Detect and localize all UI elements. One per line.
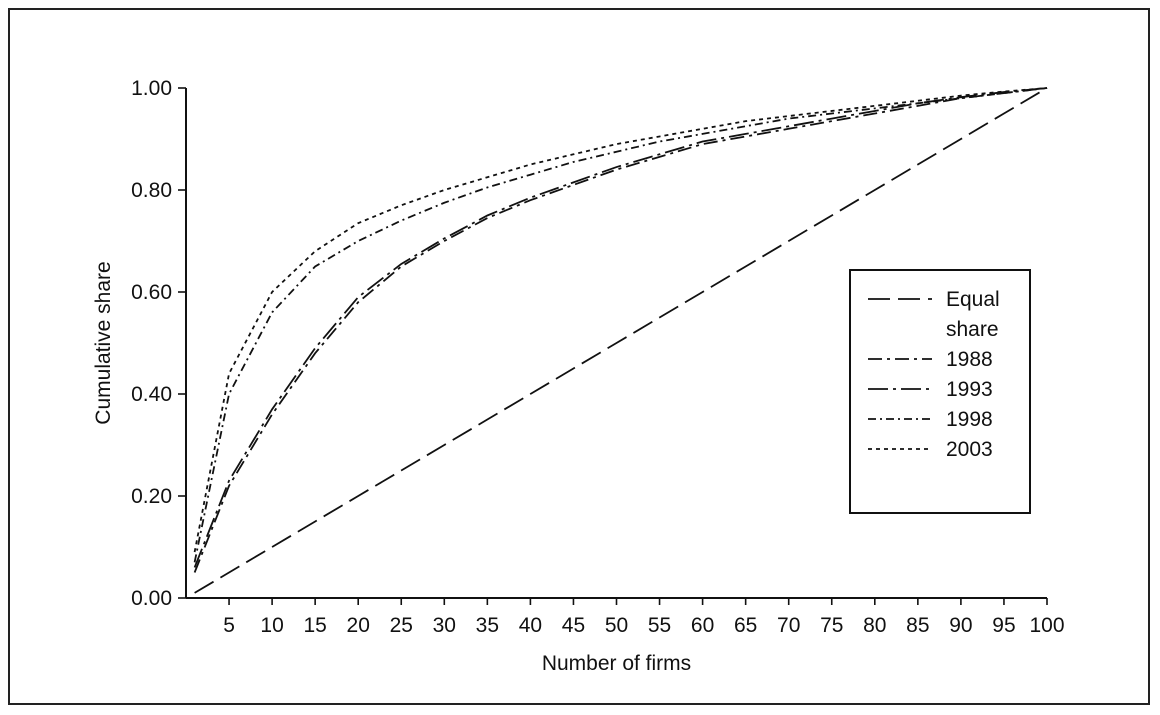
y-tick-label: 0.80 (131, 179, 172, 202)
x-tick-label: 85 (906, 614, 929, 637)
x-tick-label: 90 (949, 614, 972, 637)
legend-label-1988: 1988 (946, 348, 993, 371)
x-axis-title: Number of firms (542, 652, 691, 675)
x-tick-label: 100 (1029, 614, 1064, 637)
x-tick-label: 30 (433, 614, 456, 637)
x-tick-label: 70 (777, 614, 800, 637)
x-tick-label: 15 (303, 614, 326, 637)
series-lines (193, 87, 1048, 594)
x-tick-label: 65 (734, 614, 757, 637)
y-ticks: 0.00 0.20 0.40 0.60 0.80 1.00 (131, 77, 186, 610)
x-tick-label: 75 (820, 614, 843, 637)
x-ticks: 5 10 15 20 25 30 35 40 45 50 55 60 65 70 75 80 85 90 95 100 (223, 598, 1065, 637)
y-tick-label: 0.00 (131, 587, 172, 610)
y-tick-label: 0.40 (131, 383, 172, 406)
x-tick-label: 5 (223, 614, 235, 637)
legend: Equal share 1988 1993 1998 2003 (849, 269, 1031, 514)
legend-box (849, 269, 1031, 514)
y-tick-label: 0.20 (131, 485, 172, 508)
y-tick-label: 0.60 (131, 281, 172, 304)
legend-label-equal-share: share (946, 318, 999, 341)
x-tick-label: 35 (476, 614, 499, 637)
legend-label-2003: 2003 (946, 438, 993, 461)
y-tick-label: 1.00 (131, 77, 172, 100)
x-tick-label: 95 (992, 614, 1015, 637)
legend-label-1993: 1993 (946, 378, 993, 401)
legend-label-equal-share: Equal (946, 288, 1000, 311)
x-tick-label: 80 (863, 614, 886, 637)
x-tick-label: 40 (519, 614, 542, 637)
x-tick-label: 20 (347, 614, 370, 637)
y-axis-title: Cumulative share (92, 261, 115, 424)
series-line-1988 (193, 87, 1048, 573)
x-tick-label: 55 (648, 614, 671, 637)
series-line-2003 (193, 87, 1048, 553)
x-tick-label: 10 (260, 614, 283, 637)
legend-label-1998: 1998 (946, 408, 993, 431)
x-tick-label: 45 (562, 614, 585, 637)
series-line-1998 (193, 87, 1048, 563)
axes: 5 10 15 20 25 30 35 40 45 50 55 60 65 70 75 80 85 90 95 100… (131, 77, 1064, 637)
series-line-equal-share (194, 87, 1048, 594)
x-tick-label: 50 (605, 614, 628, 637)
x-tick-label: 60 (691, 614, 714, 637)
x-tick-label: 25 (390, 614, 413, 637)
